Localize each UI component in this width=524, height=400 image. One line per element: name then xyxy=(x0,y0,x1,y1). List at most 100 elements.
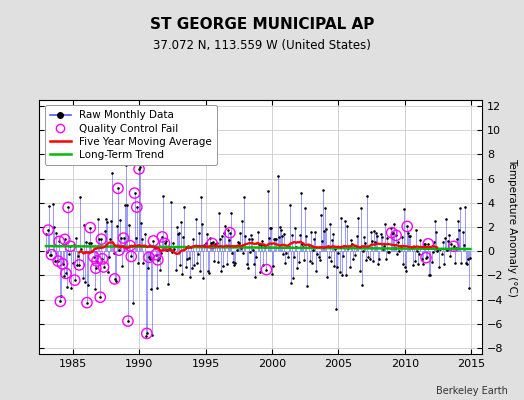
Point xyxy=(384,249,392,255)
Point xyxy=(155,254,163,261)
Point xyxy=(105,254,113,260)
Point xyxy=(350,244,358,250)
Point xyxy=(92,265,100,271)
Point xyxy=(225,237,233,244)
Point xyxy=(386,224,395,231)
Point xyxy=(433,248,441,254)
Point xyxy=(195,230,203,236)
Point xyxy=(298,241,306,247)
Point xyxy=(144,264,152,271)
Point xyxy=(162,247,171,254)
Point xyxy=(115,247,123,253)
Point xyxy=(259,262,267,268)
Point xyxy=(251,273,259,280)
Point xyxy=(129,300,138,307)
Point xyxy=(377,234,386,240)
Point xyxy=(423,254,431,260)
Point xyxy=(290,254,298,260)
Point xyxy=(206,235,214,242)
Point xyxy=(432,229,440,235)
Point xyxy=(321,205,330,212)
Point xyxy=(187,244,195,250)
Point xyxy=(465,285,473,291)
Point xyxy=(442,216,450,223)
Point xyxy=(227,210,235,216)
Point xyxy=(315,257,324,264)
Point xyxy=(274,173,282,179)
Point xyxy=(444,238,452,244)
Point xyxy=(182,256,191,262)
Point xyxy=(213,258,222,265)
Point xyxy=(361,240,369,246)
Point xyxy=(278,233,286,239)
Point xyxy=(308,260,316,266)
Point xyxy=(240,194,248,200)
Point xyxy=(364,254,373,261)
Point xyxy=(333,264,342,270)
Point xyxy=(154,257,162,263)
Point xyxy=(231,260,239,267)
Point xyxy=(124,318,132,324)
Point xyxy=(149,238,158,244)
Point xyxy=(135,166,143,172)
Point xyxy=(128,242,137,249)
Point xyxy=(74,253,82,260)
Point xyxy=(115,247,123,253)
Point xyxy=(262,266,270,273)
Point xyxy=(58,261,67,267)
Point xyxy=(97,236,105,242)
Point xyxy=(286,202,294,208)
Point xyxy=(352,243,361,249)
Point xyxy=(453,236,461,242)
Point xyxy=(92,265,100,271)
Point xyxy=(339,253,347,260)
Point xyxy=(387,230,396,236)
Point xyxy=(389,230,397,236)
Point xyxy=(93,258,101,264)
Point xyxy=(431,217,439,224)
Point xyxy=(66,243,74,250)
Y-axis label: Temperature Anomaly (°C): Temperature Anomaly (°C) xyxy=(507,158,517,296)
Point xyxy=(71,277,79,283)
Point xyxy=(216,236,224,242)
Point xyxy=(366,229,375,236)
Point xyxy=(330,262,338,269)
Point xyxy=(393,251,401,257)
Point xyxy=(385,249,394,256)
Point xyxy=(49,224,58,230)
Point xyxy=(154,257,162,263)
Point xyxy=(401,264,409,270)
Point xyxy=(226,230,234,236)
Point xyxy=(429,249,437,255)
Point xyxy=(383,235,391,241)
Point xyxy=(68,260,77,266)
Point xyxy=(221,223,230,230)
Point xyxy=(166,244,174,250)
Point xyxy=(137,220,146,226)
Point xyxy=(44,227,52,233)
Point xyxy=(450,243,458,250)
Point xyxy=(223,227,232,233)
Point xyxy=(70,242,78,248)
Point xyxy=(447,241,456,247)
Point xyxy=(454,218,462,224)
Point xyxy=(356,205,365,211)
Point xyxy=(365,256,374,262)
Point xyxy=(190,262,199,269)
Point xyxy=(425,272,433,278)
Point xyxy=(354,215,363,222)
Point xyxy=(111,276,119,282)
Point xyxy=(47,252,56,258)
Point xyxy=(249,246,257,253)
Point xyxy=(146,256,154,262)
Point xyxy=(208,240,216,247)
Point xyxy=(91,286,99,292)
Point xyxy=(42,231,50,238)
Point xyxy=(449,245,457,251)
Point xyxy=(294,258,303,265)
Point xyxy=(312,268,321,274)
Point xyxy=(309,247,317,254)
Point xyxy=(113,222,121,229)
Point xyxy=(422,254,430,261)
Point xyxy=(461,204,469,210)
